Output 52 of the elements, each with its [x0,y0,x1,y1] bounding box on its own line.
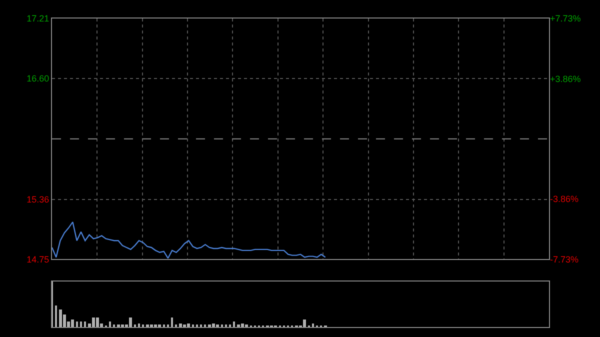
bar [146,324,149,328]
bar [187,324,190,328]
bar [109,322,111,328]
bar [138,324,140,328]
bar [129,318,132,328]
bar [212,324,215,328]
bar [71,320,74,328]
bar [163,324,165,328]
bar [204,324,206,328]
bar [312,324,314,328]
bar [237,324,240,328]
y-tick-label: 17.21 [26,14,50,24]
bar [59,310,62,328]
bar [196,324,198,328]
y-tick-label: 16.60 [26,73,50,84]
bar [208,324,211,328]
bar [179,324,182,328]
bar [142,324,144,328]
bar [200,324,202,328]
bar [167,324,169,328]
y2-tick-label: +7.73% [550,14,581,24]
bar [158,324,161,328]
bar [225,324,227,328]
bar [221,324,223,328]
bar [76,322,78,328]
bar [150,324,153,328]
bar [303,320,306,328]
bar [241,324,244,328]
bar [80,322,82,328]
bar [55,306,57,328]
y-tick-label: 14.75 [26,254,50,264]
bar [84,322,86,328]
bar [229,324,231,328]
y-tick-label: 15.36 [26,194,50,205]
bar [121,324,124,328]
y2-tick-label: +3.86% [550,74,581,84]
bar [216,324,219,328]
bar [233,322,235,328]
bar [113,324,115,328]
bar [171,318,173,328]
y2-tick-label: -3.86% [550,194,579,204]
bar [134,324,136,328]
bar [175,324,177,328]
bar [117,324,120,328]
bar [183,324,186,328]
bar [245,324,248,328]
bar [92,318,95,328]
bar [154,324,157,328]
line-series [52,221,326,259]
bar [96,318,99,328]
bar [192,324,194,328]
y2-tick-label: -7.73% [550,254,579,264]
